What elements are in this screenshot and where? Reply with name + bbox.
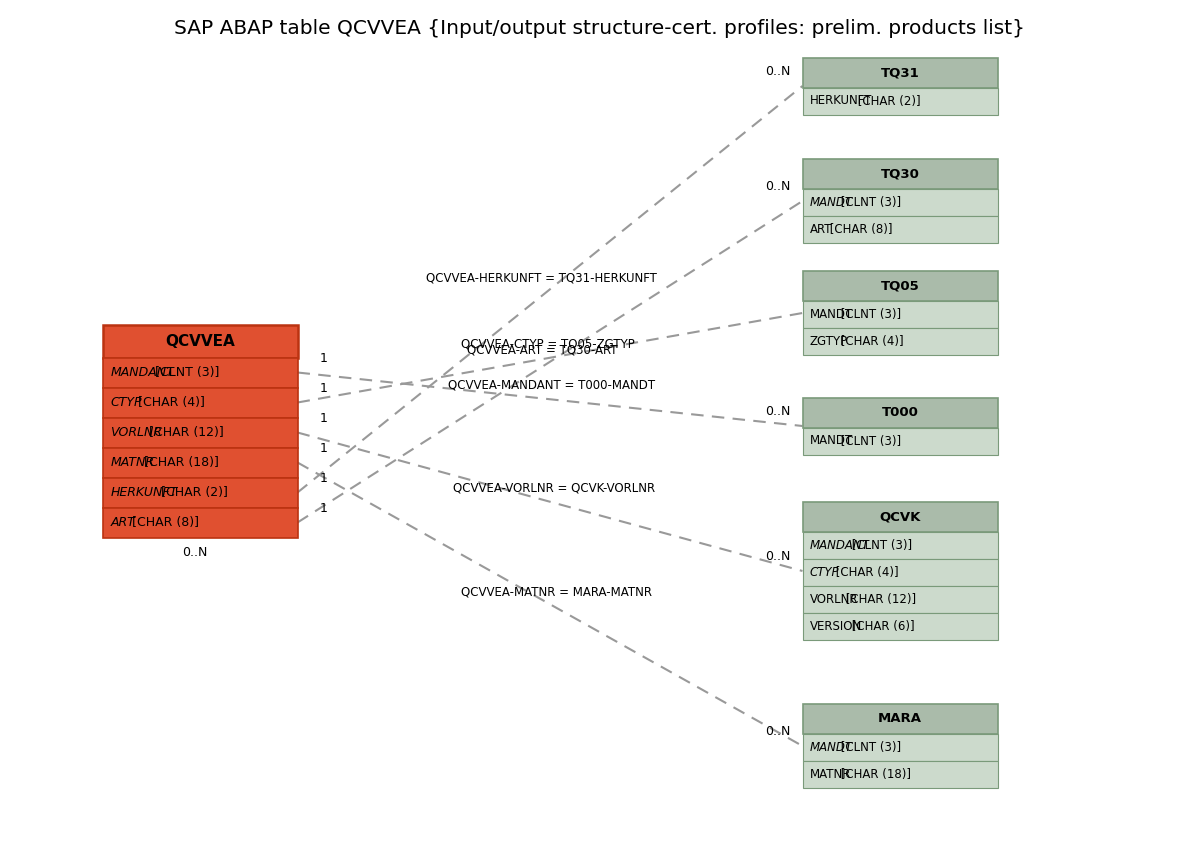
Text: QCVVEA-MATNR = MARA-MATNR: QCVVEA-MATNR = MARA-MATNR xyxy=(462,585,652,598)
Text: MANDT: MANDT xyxy=(809,308,852,321)
Bar xyxy=(102,357,297,387)
Bar xyxy=(102,418,297,448)
Bar xyxy=(102,478,297,507)
Text: ART: ART xyxy=(809,223,832,236)
Text: [CLNT (3)]: [CLNT (3)] xyxy=(837,741,902,754)
Text: ZGTYP: ZGTYP xyxy=(809,335,848,348)
Text: TQ31: TQ31 xyxy=(880,66,920,79)
Text: [CHAR (8)]: [CHAR (8)] xyxy=(826,223,892,236)
Text: 0..N: 0..N xyxy=(765,65,790,78)
Text: 0..N: 0..N xyxy=(765,725,790,738)
Text: 1: 1 xyxy=(319,442,327,455)
Text: [CHAR (12)]: [CHAR (12)] xyxy=(843,593,916,606)
Text: MANDT: MANDT xyxy=(809,741,852,754)
Text: [CHAR (12)]: [CHAR (12)] xyxy=(145,426,224,439)
Text: [CLNT (3)]: [CLNT (3)] xyxy=(837,435,902,448)
Text: VERSION: VERSION xyxy=(809,620,862,633)
Text: [CLNT (3)]: [CLNT (3)] xyxy=(848,539,912,552)
Text: MANDANT: MANDANT xyxy=(110,366,174,379)
Text: HERKUNFT: HERKUNFT xyxy=(809,95,872,108)
Bar xyxy=(102,507,297,537)
Text: [CHAR (4)]: [CHAR (4)] xyxy=(831,566,898,579)
Text: 0..N: 0..N xyxy=(765,405,790,418)
Bar xyxy=(802,613,998,640)
Text: [CHAR (2)]: [CHAR (2)] xyxy=(854,95,920,108)
Text: [CLNT (3)]: [CLNT (3)] xyxy=(837,308,902,321)
Bar xyxy=(802,559,998,586)
Text: QCVVEA: QCVVEA xyxy=(165,333,235,349)
Bar xyxy=(802,301,998,328)
Bar xyxy=(802,328,998,355)
Text: QCVVEA-CTYP = TQ05-ZGTYP: QCVVEA-CTYP = TQ05-ZGTYP xyxy=(460,338,634,350)
Text: 1: 1 xyxy=(319,501,327,515)
Text: 0..N: 0..N xyxy=(765,180,790,193)
Text: TQ05: TQ05 xyxy=(880,280,920,293)
Bar xyxy=(802,502,998,532)
Text: MATNR: MATNR xyxy=(809,768,851,781)
Text: VORLNR: VORLNR xyxy=(110,426,163,439)
Text: [CHAR (4)]: [CHAR (4)] xyxy=(134,396,205,409)
Text: CTYP: CTYP xyxy=(809,566,839,579)
Text: MANDT: MANDT xyxy=(809,435,852,448)
Text: HERKUNFT: HERKUNFT xyxy=(110,486,177,499)
Bar xyxy=(802,58,998,88)
Text: MARA: MARA xyxy=(878,713,922,726)
Text: [CHAR (6)]: [CHAR (6)] xyxy=(848,620,915,633)
Bar xyxy=(802,428,998,455)
Text: MATNR: MATNR xyxy=(110,456,155,469)
Text: VORLNR: VORLNR xyxy=(809,593,858,606)
Bar xyxy=(802,734,998,761)
Text: QCVVEA-MANDANT = T000-MANDT: QCVVEA-MANDANT = T000-MANDT xyxy=(448,379,655,392)
Text: 1: 1 xyxy=(319,472,327,485)
Text: T000: T000 xyxy=(881,406,918,419)
Bar xyxy=(802,88,998,115)
Text: [CLNT (3)]: [CLNT (3)] xyxy=(837,196,902,209)
Bar xyxy=(802,704,998,734)
Text: 1: 1 xyxy=(319,381,327,394)
Bar xyxy=(802,398,998,428)
Bar xyxy=(102,387,297,418)
Bar xyxy=(802,189,998,216)
Bar xyxy=(802,532,998,559)
Text: MANDT: MANDT xyxy=(809,196,852,209)
Text: QCVVEA-HERKUNFT = TQ31-HERKUNFT: QCVVEA-HERKUNFT = TQ31-HERKUNFT xyxy=(426,272,657,285)
Text: 0..N: 0..N xyxy=(765,550,790,563)
Text: 1: 1 xyxy=(319,351,327,364)
Text: CTYP: CTYP xyxy=(110,396,141,409)
Bar xyxy=(102,448,297,478)
Text: [CHAR (18)]: [CHAR (18)] xyxy=(139,456,218,469)
Bar xyxy=(802,159,998,189)
Bar xyxy=(102,325,297,357)
Bar xyxy=(802,586,998,613)
Text: MANDANT: MANDANT xyxy=(809,539,869,552)
Text: ART: ART xyxy=(110,516,135,529)
Text: [CLNT (3)]: [CLNT (3)] xyxy=(151,366,219,379)
Text: SAP ABAP table QCVVEA {Input/output structure-cert. profiles: prelim. products l: SAP ABAP table QCVVEA {Input/output stru… xyxy=(174,18,1025,38)
Text: QCVK: QCVK xyxy=(879,511,921,523)
Text: [CHAR (4)]: [CHAR (4)] xyxy=(837,335,904,348)
Text: TQ30: TQ30 xyxy=(880,168,920,181)
Text: 1: 1 xyxy=(319,412,327,424)
Text: QCVVEA-VORLNR = QCVK-VORLNR: QCVVEA-VORLNR = QCVK-VORLNR xyxy=(453,482,655,495)
Text: 0..N: 0..N xyxy=(182,546,207,559)
Bar xyxy=(802,761,998,788)
Text: QCVVEA-ART = TQ30-ART: QCVVEA-ART = TQ30-ART xyxy=(468,344,617,356)
Text: [CHAR (18)]: [CHAR (18)] xyxy=(837,768,911,781)
Text: [CHAR (8)]: [CHAR (8)] xyxy=(128,516,199,529)
Bar xyxy=(802,216,998,243)
Bar xyxy=(802,271,998,301)
Text: [CHAR (2)]: [CHAR (2)] xyxy=(157,486,228,499)
